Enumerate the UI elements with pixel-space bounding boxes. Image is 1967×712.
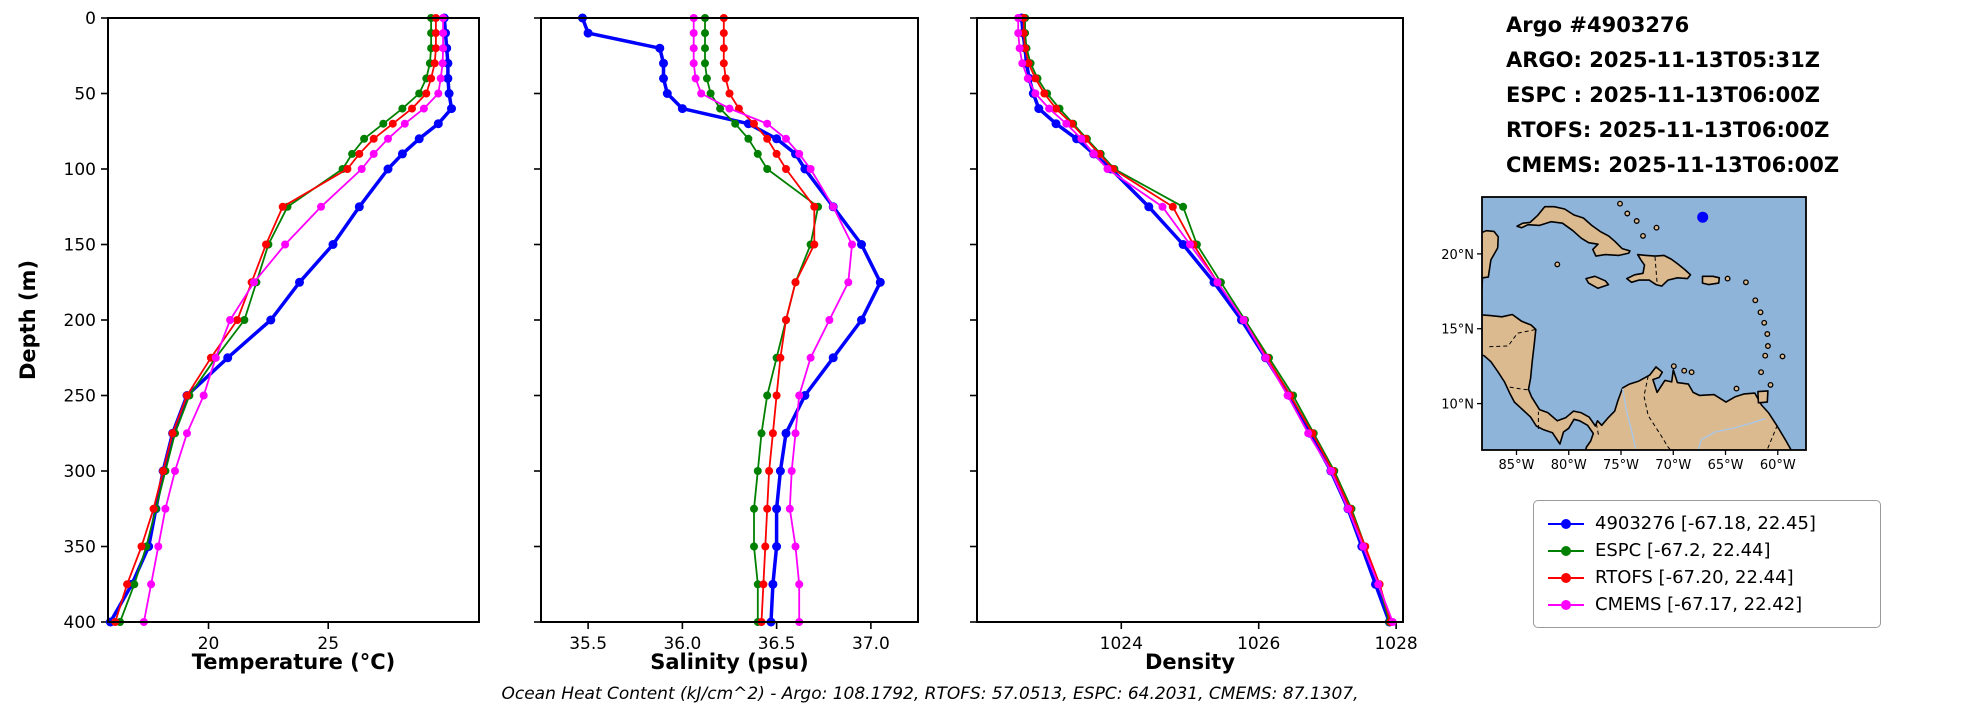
legend-line-icon bbox=[1548, 545, 1584, 556]
legend-label: CMEMS [-67.17, 22.42] bbox=[1595, 594, 1803, 615]
svg-text:80°W: 80°W bbox=[1551, 458, 1587, 473]
legend-label: RTOFS [-67.20, 22.44] bbox=[1595, 567, 1794, 588]
svg-text:350: 350 bbox=[64, 538, 96, 558]
cmems-timestamp: CMEMS: 2025-11-13T06:00Z bbox=[1506, 153, 1840, 177]
location-map: 85°W 80°W 75°W 70°W 65°W 60°W 10°N 15°N 20°N bbox=[1441, 196, 1807, 473]
svg-text:0: 0 bbox=[85, 9, 96, 29]
legend-item-cmems: CMEMS [-67.17, 22.42] bbox=[1548, 591, 1866, 618]
legend-item-espc: ESPC [-67.2, 22.44] bbox=[1548, 537, 1866, 564]
argo-timestamp: ARGO: 2025-11-13T05:31Z bbox=[1506, 48, 1820, 72]
legend-label: ESPC [-67.2, 22.44] bbox=[1595, 540, 1771, 561]
svg-text:10°N: 10°N bbox=[1441, 398, 1474, 413]
svg-text:60°W: 60°W bbox=[1760, 458, 1796, 473]
svg-text:1026: 1026 bbox=[1237, 634, 1280, 654]
legend: 4903276 [-67.18, 22.45] ESPC [-67.2, 22.… bbox=[1533, 500, 1881, 628]
legend-item-rtofs: RTOFS [-67.20, 22.44] bbox=[1548, 564, 1866, 591]
svg-text:200: 200 bbox=[64, 311, 96, 331]
salinity-profile-chart: 35.5 36.0 36.5 37.0 bbox=[534, 13, 919, 654]
argo-float-title: Argo #4903276 bbox=[1506, 13, 1690, 37]
svg-text:50: 50 bbox=[74, 85, 96, 105]
svg-text:1028: 1028 bbox=[1374, 634, 1417, 654]
svg-text:250: 250 bbox=[64, 387, 96, 407]
salinity-axis-label: Salinity (psu) bbox=[650, 650, 809, 674]
svg-text:400: 400 bbox=[64, 613, 96, 633]
svg-text:65°W: 65°W bbox=[1708, 458, 1744, 473]
header-block: Argo #4903276 ARGO: 2025-11-13T05:31Z ES… bbox=[1506, 8, 1839, 183]
svg-text:36.0: 36.0 bbox=[663, 634, 701, 654]
svg-text:35.5: 35.5 bbox=[569, 634, 607, 654]
temperature-axis-label: Temperature (°C) bbox=[191, 650, 396, 674]
espc-timestamp: ESPC : 2025-11-13T06:00Z bbox=[1506, 83, 1821, 107]
svg-text:20: 20 bbox=[198, 634, 220, 654]
svg-text:100: 100 bbox=[64, 160, 96, 180]
legend-line-icon bbox=[1548, 599, 1584, 610]
svg-text:70°W: 70°W bbox=[1655, 458, 1691, 473]
legend-line-icon bbox=[1548, 572, 1584, 583]
legend-line-icon bbox=[1548, 518, 1584, 529]
svg-text:37.0: 37.0 bbox=[852, 634, 890, 654]
svg-text:36.5: 36.5 bbox=[758, 634, 796, 654]
svg-text:300: 300 bbox=[64, 462, 96, 482]
svg-text:150: 150 bbox=[64, 236, 96, 256]
svg-text:1024: 1024 bbox=[1100, 634, 1143, 654]
depth-axis-label: Depth (m) bbox=[16, 259, 40, 381]
svg-text:85°W: 85°W bbox=[1499, 458, 1535, 473]
svg-text:20°N: 20°N bbox=[1441, 248, 1474, 263]
legend-label: 4903276 [-67.18, 22.45] bbox=[1595, 513, 1816, 534]
svg-text:75°W: 75°W bbox=[1603, 458, 1639, 473]
rtofs-timestamp: RTOFS: 2025-11-13T06:00Z bbox=[1506, 118, 1830, 142]
density-profile-chart: 1024 1026 1028 bbox=[970, 13, 1418, 654]
svg-text:25: 25 bbox=[317, 634, 339, 654]
legend-item-argo: 4903276 [-67.18, 22.45] bbox=[1548, 510, 1866, 537]
ohc-footer: Ocean Heat Content (kJ/cm^2) - Argo: 108… bbox=[501, 684, 1359, 704]
density-axis-label: Density bbox=[1144, 650, 1236, 674]
svg-text:15°N: 15°N bbox=[1441, 323, 1474, 338]
